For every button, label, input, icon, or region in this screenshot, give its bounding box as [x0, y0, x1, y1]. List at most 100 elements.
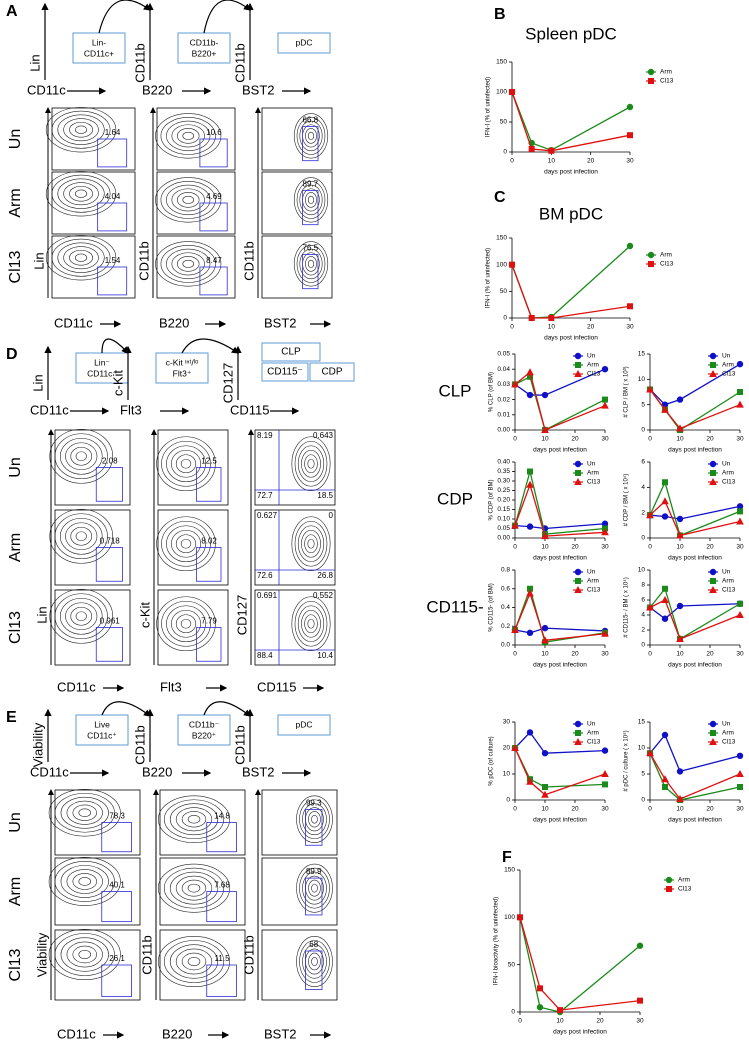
contour	[63, 182, 99, 206]
contour	[54, 433, 108, 480]
x-axis-label: days post infection	[668, 447, 722, 454]
x-tick-label: 30	[626, 158, 634, 165]
y-tick-label: 4	[641, 612, 645, 619]
y-tick-label: 20	[503, 745, 511, 752]
x-tick-label: 0	[648, 436, 652, 443]
y-tick-label: 2	[641, 509, 645, 516]
marker	[736, 752, 744, 759]
contour	[65, 602, 98, 631]
gate-value: 78.3	[109, 812, 125, 821]
x-axis-label: days post infection	[533, 817, 587, 824]
contour	[57, 178, 105, 209]
contour	[78, 949, 92, 959]
x-tick-label: 20	[596, 1018, 604, 1025]
row-label: CDP	[437, 489, 473, 508]
contour	[291, 596, 331, 652]
contour	[160, 244, 216, 283]
axis-y-label: CD127	[234, 595, 249, 635]
series-line	[519, 917, 641, 1011]
x-axis-label: days post infection	[544, 335, 598, 342]
legend-label: Cl13	[722, 739, 736, 746]
x-tick-label: 30	[601, 806, 609, 813]
marker	[676, 424, 684, 432]
series-line	[511, 264, 631, 319]
panel-letter: E	[6, 709, 17, 726]
x-tick-label: 30	[626, 324, 634, 331]
y-axis-label: % pDC (of culture)	[489, 736, 495, 785]
x-axis-label: days post infection	[533, 662, 587, 669]
y-tick-label: 0.05	[497, 525, 510, 532]
contour	[60, 937, 109, 972]
y-tick-label: 0.4	[501, 604, 510, 611]
chart-title: Spleen pDC	[525, 24, 617, 43]
x-tick-label: 30	[601, 651, 609, 658]
gate-axis-x: CD11c	[30, 764, 69, 779]
contour	[296, 244, 326, 283]
gate-value: 2.08	[102, 457, 118, 466]
series-line	[649, 363, 741, 406]
x-tick-label: 20	[571, 806, 579, 813]
gate-box-label: Flt3⁺	[173, 368, 192, 378]
marker	[709, 352, 717, 360]
contour	[166, 445, 206, 483]
axis-x-label: B220	[159, 315, 189, 330]
contour	[63, 118, 99, 142]
gate	[101, 964, 132, 997]
y-tick-label: 15	[638, 351, 646, 358]
gate-box	[177, 714, 231, 746]
gate-value: 68	[309, 940, 318, 949]
marker	[526, 777, 534, 785]
y-tick-label: 50	[500, 119, 508, 126]
x-tick-label: 10	[541, 651, 549, 658]
series-line	[514, 591, 606, 642]
x-tick-label: 30	[736, 651, 744, 658]
contour	[294, 600, 328, 647]
y-axis-label: % CDP (of BM)	[489, 480, 495, 521]
gate-box-label: CD11b-	[190, 37, 219, 47]
contour	[49, 588, 114, 644]
contour	[158, 935, 231, 987]
row-label: Arm	[7, 188, 24, 217]
contour	[181, 879, 207, 897]
gate-box-label: CLP	[281, 347, 301, 358]
contour	[48, 789, 121, 837]
gate-arrow	[98, 0, 151, 34]
y-tick-label: 0	[641, 535, 645, 542]
panel-letter: F	[502, 849, 512, 866]
marker	[601, 769, 609, 777]
gate-value: 0.718	[100, 537, 121, 546]
y-tick-label: 100	[504, 914, 515, 921]
gate-axis-x: Flt3	[120, 402, 142, 417]
contour	[72, 945, 97, 964]
x-tick-label: 0	[510, 158, 514, 165]
axis-y-label: CD11b	[136, 241, 151, 281]
y-tick-label: 0	[511, 1009, 515, 1016]
x-tick-label: 10	[676, 651, 684, 658]
marker	[662, 585, 668, 592]
contour	[304, 534, 318, 554]
marker	[574, 720, 582, 728]
contour	[299, 248, 323, 280]
gate-box-label: Live	[94, 719, 110, 729]
series-line	[514, 747, 606, 796]
x-tick-label: 20	[571, 651, 579, 658]
x-axis-label: days post infection	[668, 555, 722, 562]
gate-value: 0.961	[100, 617, 121, 626]
gate-axis-x: CD11c	[27, 82, 66, 97]
gate-axis-x: B220	[142, 764, 172, 779]
contour	[182, 131, 194, 140]
marker	[575, 362, 581, 368]
contour	[299, 867, 330, 909]
contour	[51, 110, 111, 149]
y-tick-label: 5	[641, 401, 645, 408]
x-axis-label: days post infection	[533, 555, 587, 562]
marker	[648, 78, 654, 84]
contour	[57, 114, 105, 145]
contour	[75, 611, 87, 622]
contour	[74, 189, 88, 198]
gate-box-label: CD115⁻	[267, 367, 303, 378]
gate-axis-x: CD11c	[30, 402, 69, 417]
contour	[180, 618, 192, 629]
y-tick-label: 8	[641, 582, 645, 589]
